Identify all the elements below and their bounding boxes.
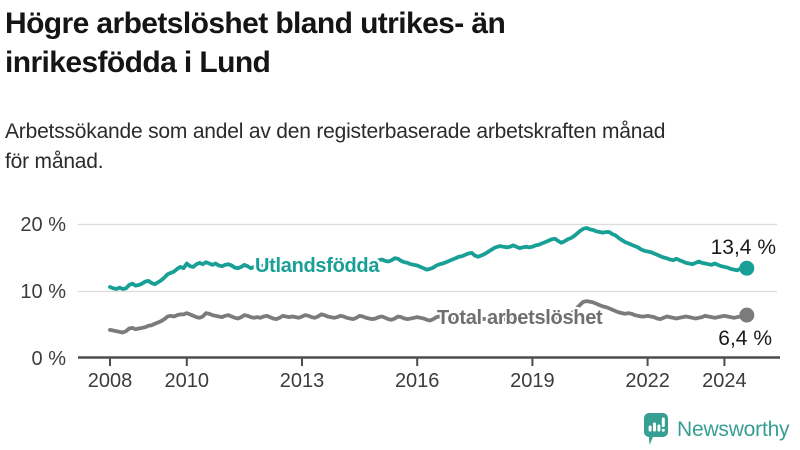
y-tick-label-0: 0 % — [32, 348, 67, 370]
series-label-utlandsfodda: Utlandsfödda — [255, 255, 380, 277]
title-line-2: inrikesfödda i Lund — [5, 46, 271, 79]
newsworthy-logo[interactable]: Newsworthy — [644, 413, 790, 446]
x-axis: 2008 2010 2013 2016 2019 2022 2024 — [78, 356, 780, 392]
x-tick-label-2024: 2024 — [702, 370, 747, 392]
chart-subtitle: Arbetssökande som andel av den registerb… — [5, 117, 665, 177]
series-line-total — [108, 299, 749, 335]
series-end-dot-total — [739, 307, 755, 323]
end-value-utlandsfodda: 13,4 % — [711, 236, 776, 259]
y-tick-label-20: 20 % — [20, 214, 66, 236]
x-tick-label-2008: 2008 — [88, 370, 133, 392]
series-end-dot-utlandsfodda — [739, 260, 755, 276]
y-tick-label-10: 10 % — [20, 281, 66, 303]
subtitle-line-1: Arbetssökande som andel av den registerb… — [5, 120, 666, 143]
subtitle-line-2: för månad. — [5, 150, 104, 173]
end-value-total: 6,4 % — [718, 327, 772, 350]
x-tick-label-2013: 2013 — [280, 370, 325, 392]
title-line-1: Högre arbetslöshet bland utrikes- än — [5, 7, 506, 40]
x-tick-label-2016: 2016 — [395, 370, 440, 392]
series-lines — [108, 226, 755, 335]
newsworthy-brand-text: Newsworthy — [677, 417, 790, 441]
newsworthy-bubble-chart-icon — [644, 413, 668, 445]
gridlines: 0 % 10 % 20 % — [20, 214, 777, 370]
x-tick-label-2019: 2019 — [510, 370, 555, 392]
page-title: Högre arbetslöshet bland utrikes- än inr… — [5, 4, 506, 82]
series-labels: Utlandsfödda Total arbetslöshet 13,4 % 6,4 … — [253, 236, 777, 350]
x-tick-label-2010: 2010 — [165, 370, 210, 392]
x-tick-label-2022: 2022 — [625, 370, 670, 392]
series-label-total: Total arbetslöshet — [437, 307, 603, 329]
series-line-utlandsfodda — [108, 226, 749, 291]
